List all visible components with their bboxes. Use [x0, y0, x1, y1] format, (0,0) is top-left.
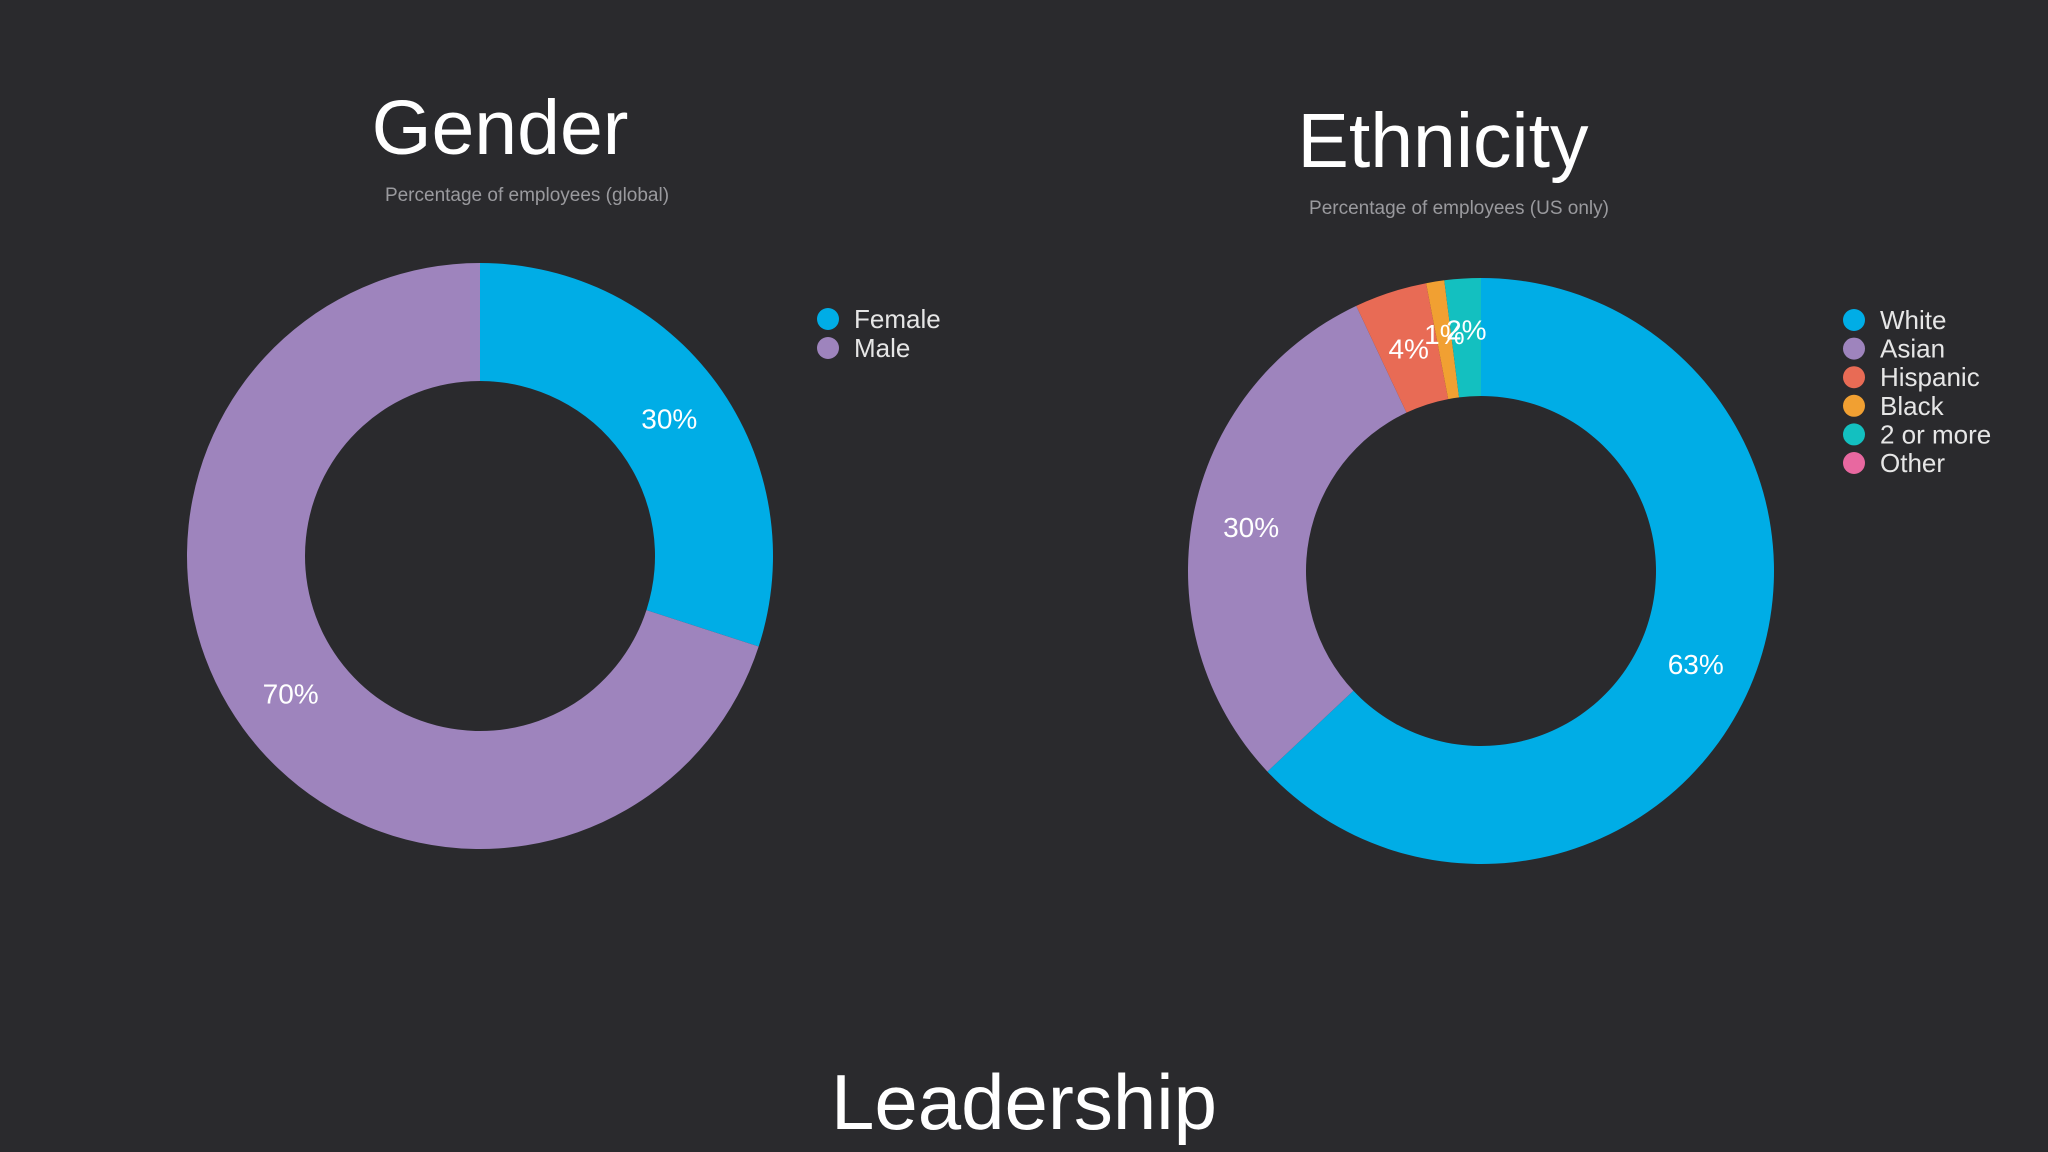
- ethnicity-legend-swatch-hispanic: [1843, 366, 1865, 389]
- ethnicity-legend-swatch-2-or-more: [1843, 423, 1865, 446]
- ethnicity-label-white: 63%: [1668, 649, 1724, 680]
- ethnicity-legend-white: White: [1880, 305, 1946, 335]
- ethnicity-legend-swatch-asian: [1843, 337, 1865, 360]
- ethnicity-label-2-or-more: 2%: [1446, 314, 1486, 345]
- gender-legend-swatch-male: [817, 337, 839, 359]
- ethnicity-legend-hispanic: Hispanic: [1880, 362, 1980, 392]
- gender-label-male: 70%: [263, 679, 319, 710]
- gender-donut: [186, 263, 773, 849]
- ethnicity-legend-swatch-black: [1843, 394, 1865, 417]
- ethnicity-chart-subtitle: Percentage of employees (US only): [1309, 198, 1609, 219]
- gender-slice-male: [186, 263, 759, 849]
- ethnicity-donut: [1188, 278, 1774, 865]
- ethnicity-legend-swatch-other: [1843, 452, 1865, 474]
- ethnicity-label-black: 1%: [1424, 319, 1464, 350]
- ethnicity-legend-swatch-white: [1843, 309, 1865, 331]
- gender-slice-female: [480, 263, 773, 647]
- gender-chart: Gender Percentage of employees (global) …: [186, 85, 941, 849]
- gender-legend-male: Male: [854, 333, 910, 363]
- ethnicity-slice-hispanic: [1356, 283, 1449, 413]
- ethnicity-slice-asian: [1188, 305, 1407, 772]
- ethnicity-label-hispanic: 4%: [1388, 333, 1428, 364]
- gender-chart-title: Gender: [372, 85, 629, 171]
- ethnicity-legend-asian: Asian: [1880, 334, 1945, 364]
- gender-label-female: 30%: [641, 403, 697, 434]
- gender-chart-subtitle: Percentage of employees (global): [385, 185, 669, 206]
- ethnicity-legend-2-or-more: 2 or more: [1880, 419, 1991, 449]
- ethnicity-slice-white: [1267, 278, 1774, 865]
- ethnicity-data-labels: 63% 30% 4%1%2%: [1223, 314, 1724, 679]
- ethnicity-label-asian: 30%: [1223, 512, 1279, 543]
- ethnicity-legend-other: Other: [1880, 448, 1945, 478]
- ethnicity-slice-2-or-more: [1444, 278, 1481, 398]
- section-heading: Leadership: [831, 1058, 1217, 1146]
- ethnicity-legend-black: Black: [1880, 391, 1945, 421]
- gender-legend-female: Female: [854, 304, 941, 334]
- ethnicity-chart: Ethnicity Percentage of employees (US on…: [1188, 98, 1991, 865]
- gender-data-labels: 30% 70%: [263, 403, 698, 709]
- ethnicity-slice-black: [1426, 280, 1460, 400]
- gender-legend-swatch-female: [817, 308, 839, 330]
- ethnicity-chart-title: Ethnicity: [1297, 98, 1589, 184]
